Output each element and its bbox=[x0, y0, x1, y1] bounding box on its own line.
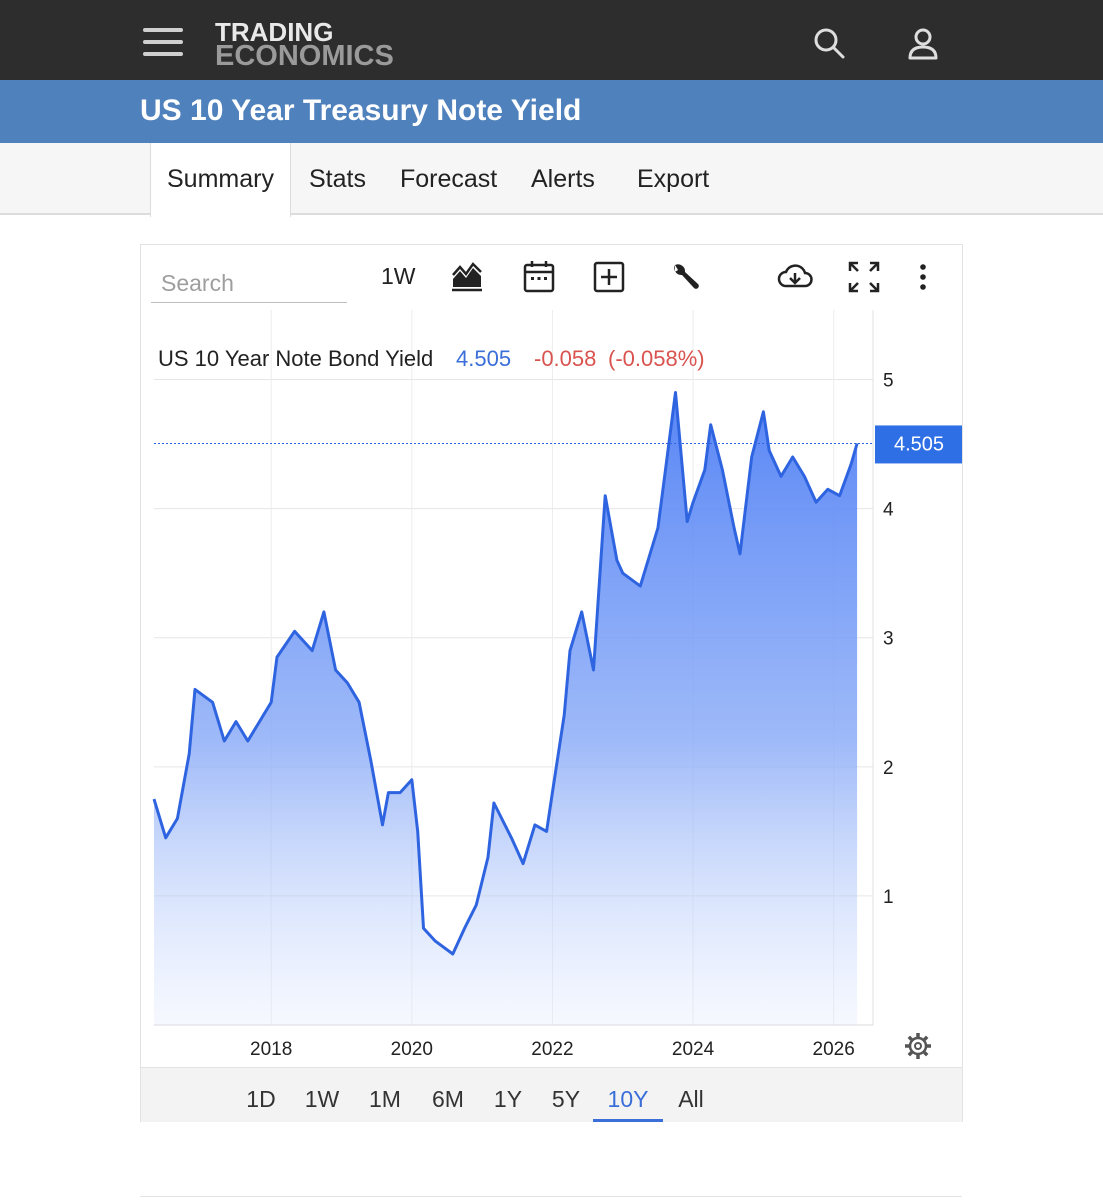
x-tick-label: 2026 bbox=[813, 1039, 855, 1060]
logo[interactable]: TRADING ECONOMICS bbox=[215, 17, 394, 72]
range-10y[interactable]: 10Y bbox=[607, 1086, 649, 1112]
range-1y[interactable]: 1Y bbox=[493, 1086, 523, 1112]
range-1d[interactable]: 1D bbox=[246, 1086, 276, 1112]
search-input[interactable] bbox=[151, 265, 347, 303]
axis-ticks: 1 2 3 4 5 2018 2020 2022 2024 2026 bbox=[250, 371, 894, 1060]
divider bbox=[140, 1196, 962, 1197]
top-navigation-bar: TRADING ECONOMICS bbox=[0, 0, 1103, 80]
y-tick-label: 3 bbox=[883, 629, 894, 650]
quote-value: 4.505 bbox=[456, 346, 511, 371]
wrench-icon[interactable] bbox=[667, 259, 703, 295]
tab-bar: Summary Stats Forecast Alerts Export bbox=[0, 143, 1103, 217]
hamburger-icon[interactable] bbox=[143, 28, 183, 60]
gear-icon[interactable] bbox=[905, 1033, 931, 1059]
y-tick-label: 1 bbox=[883, 887, 894, 908]
cloud-download-icon[interactable] bbox=[777, 259, 813, 295]
y-tick-label: 2 bbox=[883, 758, 894, 779]
range-6m[interactable]: 6M bbox=[432, 1086, 464, 1112]
logo-line2: ECONOMICS bbox=[215, 40, 394, 72]
tab-stats[interactable]: Stats bbox=[309, 165, 366, 193]
quote-change: -0.058 bbox=[534, 346, 596, 371]
area-chart-icon[interactable] bbox=[449, 259, 485, 295]
last-value-label: 4.505 bbox=[894, 433, 944, 455]
more-vertical-icon[interactable] bbox=[905, 259, 941, 295]
chart-card: 1W bbox=[140, 244, 963, 1122]
add-box-icon[interactable] bbox=[591, 259, 627, 295]
range-1m[interactable]: 1M bbox=[369, 1086, 401, 1112]
quote-name: US 10 Year Note Bond Yield bbox=[158, 346, 433, 371]
tab-forecast[interactable]: Forecast bbox=[400, 165, 498, 193]
search-icon[interactable] bbox=[812, 26, 846, 60]
page-title: US 10 Year Treasury Note Yield bbox=[140, 94, 582, 127]
x-tick-label: 2022 bbox=[531, 1039, 573, 1060]
logo-line1: TRADING bbox=[215, 17, 334, 47]
range-active-indicator bbox=[593, 1119, 663, 1122]
tab-alerts[interactable]: Alerts bbox=[531, 165, 595, 193]
range-1w[interactable]: 1W bbox=[304, 1086, 340, 1112]
area-fill bbox=[154, 392, 858, 1025]
title-bar: US 10 Year Treasury Note Yield bbox=[0, 80, 1103, 143]
user-icon[interactable] bbox=[906, 26, 940, 60]
tab-export[interactable]: Export bbox=[637, 165, 710, 193]
y-tick-label: 5 bbox=[883, 371, 894, 392]
range-selector: 1D 1W 1M 6M 1Y 5Y 10Y All bbox=[141, 1067, 962, 1122]
range-all[interactable]: All bbox=[678, 1086, 704, 1112]
yield-chart: US 10 Year Note Bond Yield 4.505 -0.058 … bbox=[152, 310, 962, 1060]
range-5y[interactable]: 5Y bbox=[551, 1086, 581, 1112]
x-tick-label: 2020 bbox=[391, 1039, 433, 1060]
quote-change-pct: (-0.058%) bbox=[608, 346, 705, 371]
calendar-icon[interactable] bbox=[521, 259, 557, 295]
tab-summary[interactable]: Summary bbox=[150, 143, 291, 217]
x-tick-label: 2024 bbox=[672, 1039, 715, 1060]
fullscreen-icon[interactable] bbox=[846, 259, 882, 295]
y-tick-label: 4 bbox=[883, 500, 894, 521]
interval-button[interactable]: 1W bbox=[381, 263, 416, 289]
series-line bbox=[152, 391, 859, 956]
x-tick-label: 2018 bbox=[250, 1039, 292, 1060]
last-value-badge bbox=[875, 425, 962, 464]
